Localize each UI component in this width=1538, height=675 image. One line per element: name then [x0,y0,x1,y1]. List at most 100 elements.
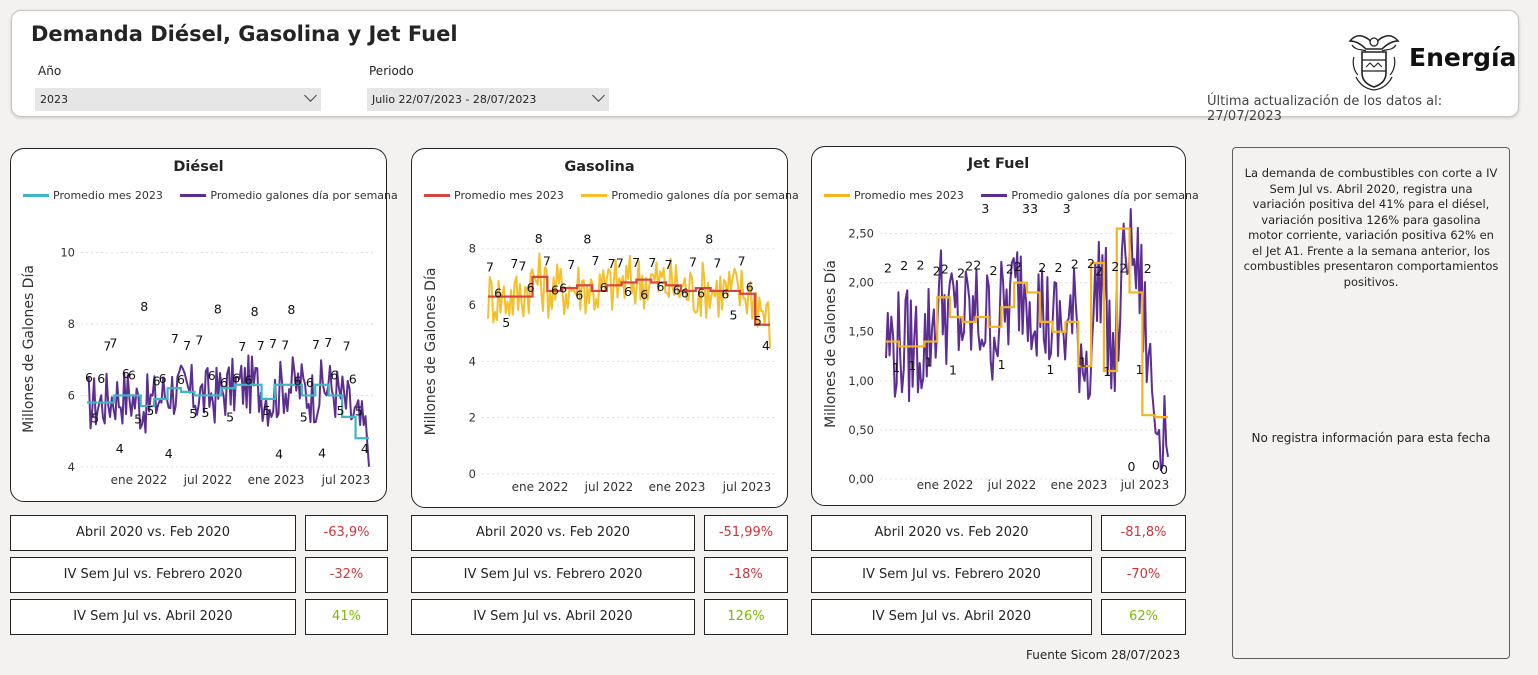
legend-label: Promedio mes 2023 [53,189,163,202]
data-label: 2 [916,257,924,272]
legend-item-week[interactable]: Promedio galones día por semana [981,189,1199,202]
comparison-label: IV Sem Jul vs. Abril 2020 [411,599,695,635]
gasolina-line-chart: Millones de Galones Día 0 2 4 6 8 ene 2022 jul … [423,231,774,494]
data-label: 7 [257,338,265,353]
monthly-average-line [886,227,1168,419]
data-label: 6 [128,367,136,382]
legend-swatch [424,194,450,197]
chevron-down-icon [592,89,605,102]
chart-legend: Promedio mes 2023 Promedio galones día p… [824,187,1213,202]
data-label: 6 [746,279,754,294]
data-label: 7 [171,331,179,346]
chart-title: Diésel [173,159,224,175]
y-tick-label: 1,50 [848,325,874,339]
data-label: 1 [1079,354,1087,369]
legend-item-week[interactable]: Promedio galones día por semana [581,189,799,202]
data-label: 2 [1071,256,1079,271]
weekly-series-line [86,354,370,467]
gasolina-chart-card: Gasolina Promedio mes 2023 Promedio galo… [411,148,799,508]
data-label: 5 [91,411,99,426]
legend-swatch [581,194,608,197]
data-label: 3 [981,201,989,216]
comparison-label: IV Sem Jul vs. Febrero 2020 [10,557,296,593]
data-label: 0 [1128,459,1136,474]
data-label: 2 [1119,261,1127,276]
legend-item-avg[interactable]: Promedio mes 2023 [23,189,163,202]
data-label: 7 [567,257,575,272]
y-tick-label: 0,50 [848,423,874,437]
data-label: 2 [965,259,973,274]
data-label: 7 [510,256,518,271]
data-label: 2 [990,263,998,278]
data-label: 1 [949,363,957,378]
data-label: 2 [1014,259,1022,274]
data-label: 2 [1144,261,1152,276]
comparison-value: -70% [1101,557,1186,593]
data-label: 7 [281,337,289,352]
data-label: 8 [251,304,259,319]
period-dropdown[interactable]: Julio 22/07/2023 - 28/07/2023 [367,88,609,111]
comparison-value: -63,9% [305,515,388,551]
comparison-label: IV Sem Jul vs. Abril 2020 [10,599,296,635]
data-label: 0 [1160,462,1168,477]
comparison-label: IV Sem Jul vs. Abril 2020 [811,599,1092,635]
period-label: Periodo [369,64,414,78]
data-label: 3 [1022,201,1030,216]
legend-label: Promedio galones día por semana [611,189,799,202]
data-label: 7 [616,255,624,270]
data-label: 5 [754,313,762,328]
y-tick-label: 2 [469,411,476,425]
year-dropdown[interactable]: 2023 [35,88,321,111]
data-label: 2 [941,262,949,277]
data-label: 2 [957,266,965,281]
data-label: 8 [214,301,222,316]
legend-item-avg[interactable]: Promedio mes 2023 [824,189,964,202]
comparison-label: Abril 2020 vs. Feb 2020 [411,515,695,551]
x-tick-label: ene 2022 [917,478,974,492]
legend-item-avg[interactable]: Promedio mes 2023 [424,189,564,202]
legend-item-week[interactable]: Promedio galones día por semana [180,189,398,202]
data-label: 7 [608,256,616,271]
data-label: 7 [103,338,111,353]
comparison-value: 41% [305,599,388,635]
data-label: 4 [275,446,283,461]
data-label: 8 [583,232,591,247]
comparison-label: IV Sem Jul vs. Febrero 2020 [411,557,695,593]
x-tick-label: jul 2023 [1120,478,1170,492]
data-label: 6 [673,282,681,297]
x-tick-label: jul 2022 [584,480,634,494]
comparison-label: Abril 2020 vs. Feb 2020 [811,515,1092,551]
data-label: 2 [1111,259,1119,274]
data-label: 8 [535,231,543,246]
data-label: 4 [116,441,124,456]
data-label: 8 [140,299,148,314]
year-label: Año [38,64,62,78]
data-label: 1 [925,354,933,369]
data-label: 4 [318,445,326,460]
y-tick-label: 10 [60,246,75,260]
y-tick-label: 2,50 [848,227,874,241]
data-label: 7 [713,255,721,270]
data-label: 6 [656,279,664,294]
data-label: 2 [933,264,941,279]
data-label: 7 [110,336,118,351]
data-label: 7 [738,254,746,269]
data-label: 6 [494,286,502,301]
x-tick-label: jul 2022 [987,478,1037,492]
data-label: 7 [238,339,246,354]
y-tick-label: 6 [469,298,476,312]
data-label: 6 [640,287,648,302]
data-label: 5 [189,406,197,421]
x-tick-label: ene 2023 [1051,478,1108,492]
y-tick-label: 6 [68,388,75,402]
data-label: 5 [226,410,234,425]
monthly-average-line [87,383,369,440]
year-dropdown-value: 2023 [40,93,68,106]
jetfuel-line-chart: Millones de Galones Día 0,00 0,50 1,00 1,50 2… [823,201,1172,492]
legend-swatch [180,194,207,197]
y-tick-label: 2,00 [848,276,874,290]
x-tick-label: ene 2023 [649,480,706,494]
data-label: 6 [349,371,357,386]
data-label: 5 [300,410,308,425]
data-label: 6 [208,368,216,383]
